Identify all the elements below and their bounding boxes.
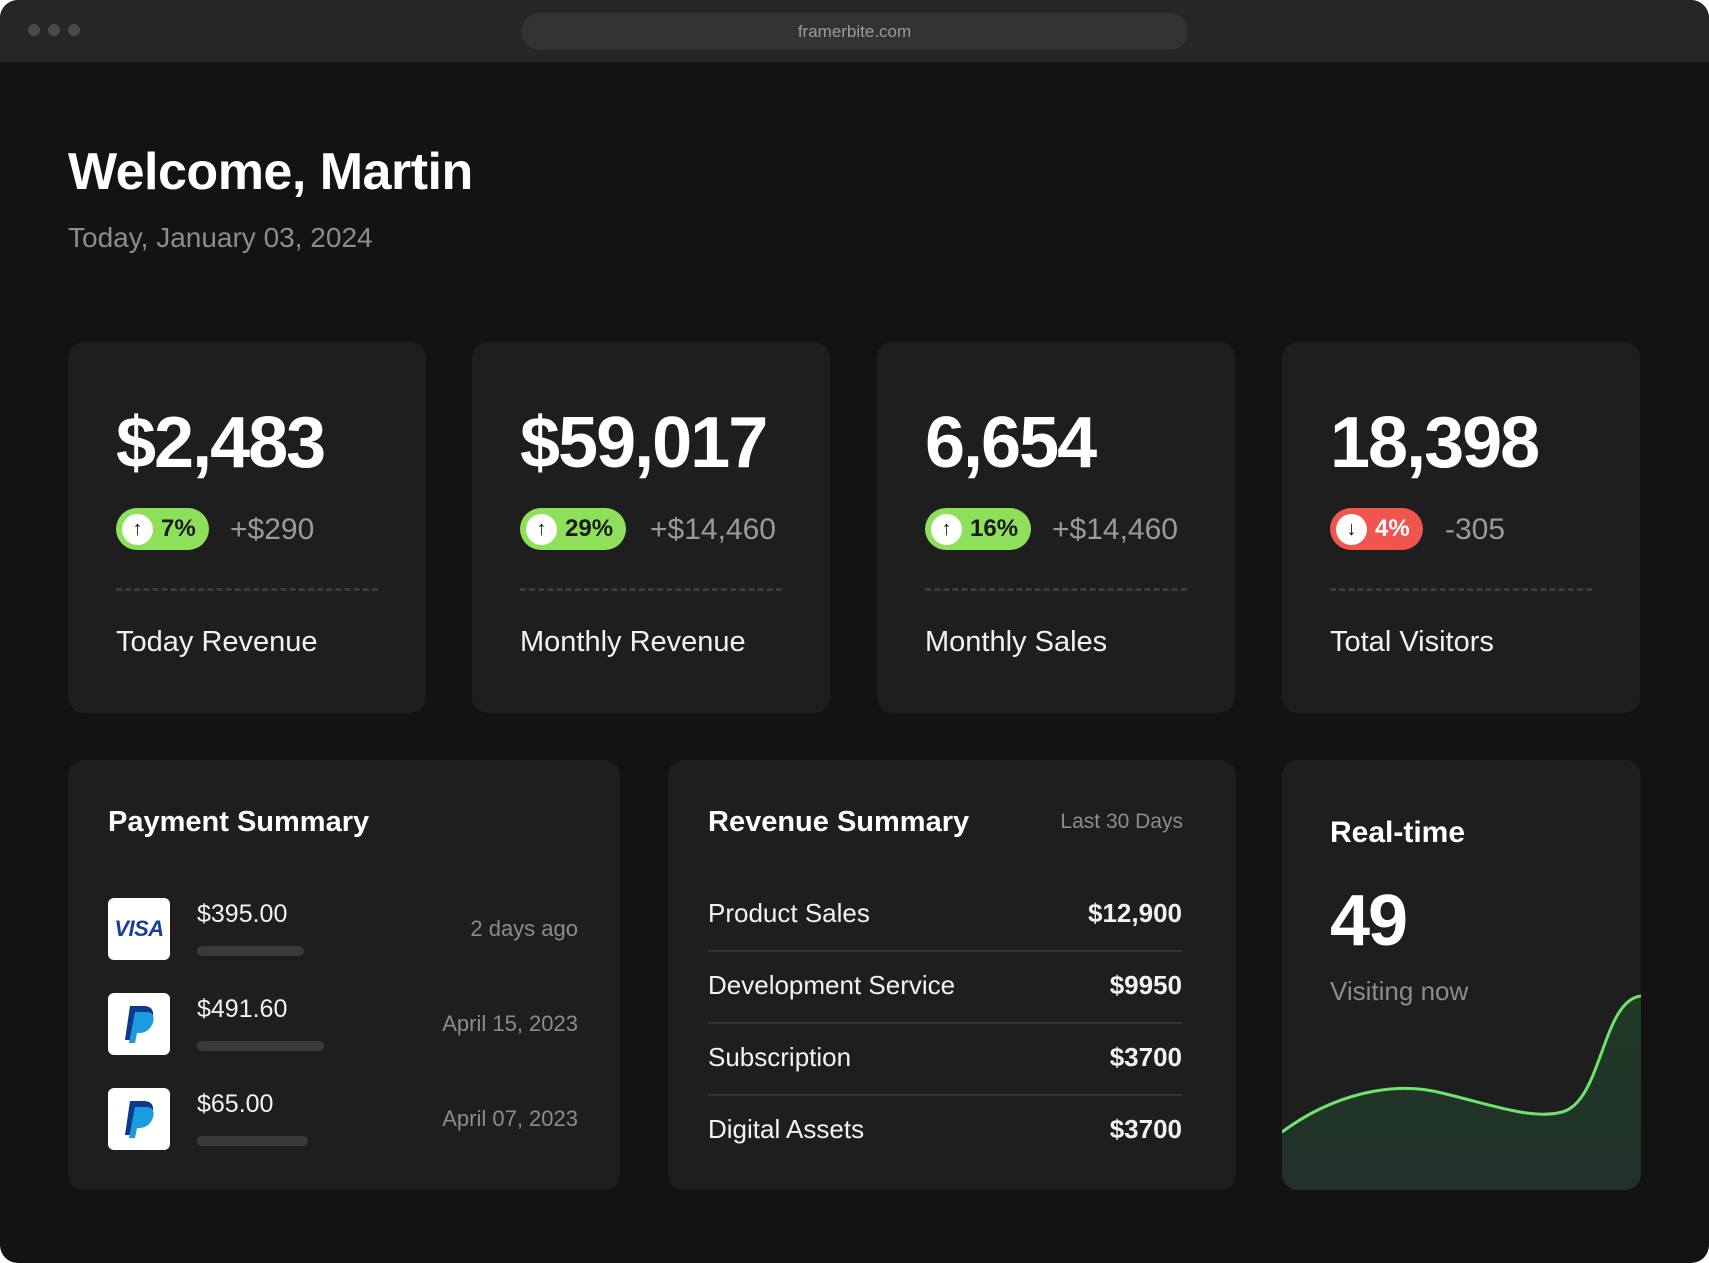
stat-delta: -305 bbox=[1445, 513, 1506, 546]
stat-label: Monthly Revenue bbox=[520, 626, 746, 658]
address-bar[interactable]: framerbite.com bbox=[521, 13, 1188, 50]
realtime-title: Real-time bbox=[1330, 816, 1466, 849]
change-badge: ↑ 16% bbox=[925, 508, 1032, 550]
change-percent: 16% bbox=[970, 515, 1019, 542]
revenue-value: $12,900 bbox=[1088, 898, 1182, 928]
payment-row[interactable]: $491.60 April 15, 2023 bbox=[108, 993, 578, 1057]
change-badge: ↑ 7% bbox=[116, 508, 209, 550]
payment-summary-card: Payment Summary VISA $395.00 2 days ago … bbox=[68, 760, 620, 1190]
revenue-row: Subscription $3700 bbox=[708, 1024, 1182, 1096]
payment-date: April 15, 2023 bbox=[442, 1011, 578, 1036]
payment-row[interactable]: VISA $395.00 2 days ago bbox=[108, 898, 578, 962]
window-close-dot[interactable] bbox=[28, 24, 40, 36]
stat-value: $2,483 bbox=[116, 403, 326, 483]
revenue-name: Development Service bbox=[708, 970, 956, 1000]
panel-title: Revenue Summary bbox=[708, 806, 970, 838]
change-percent: 29% bbox=[565, 515, 614, 542]
stat-label: Total Visitors bbox=[1330, 626, 1494, 658]
revenue-name: Product Sales bbox=[708, 898, 870, 928]
page-date: Today, January 03, 2024 bbox=[68, 222, 373, 253]
stat-card-monthly-revenue: $59,017 ↑ 29% +$14,460 Monthly Revenue bbox=[472, 342, 830, 713]
paypal-logo-icon bbox=[108, 1088, 170, 1150]
panel-title: Payment Summary bbox=[108, 806, 370, 838]
payment-date: April 07, 2023 bbox=[442, 1106, 578, 1131]
dashed-divider bbox=[1330, 588, 1592, 591]
revenue-value: $3700 bbox=[1109, 1114, 1182, 1144]
change-badge: ↑ 29% bbox=[520, 508, 627, 550]
period-selector[interactable]: Last 30 Days bbox=[1060, 810, 1183, 833]
arrow-up-icon: ↑ bbox=[526, 513, 557, 545]
revenue-name: Digital Assets bbox=[708, 1114, 865, 1144]
sparkline-line bbox=[1282, 994, 1641, 1134]
sparkline-area bbox=[1282, 996, 1641, 1190]
window-minimize-dot[interactable] bbox=[48, 24, 60, 36]
dashed-divider bbox=[520, 588, 782, 591]
revenue-row: Development Service $9950 bbox=[708, 952, 1182, 1024]
payment-row[interactable]: $65.00 April 07, 2023 bbox=[108, 1088, 578, 1152]
browser-titlebar: framerbite.com bbox=[0, 0, 1709, 62]
visitors-sparkline bbox=[1282, 994, 1641, 1190]
payment-progress-bar bbox=[197, 1041, 324, 1051]
stat-delta: +$14,460 bbox=[650, 513, 776, 546]
stat-value: 6,654 bbox=[925, 403, 1097, 483]
payment-amount: $395.00 bbox=[197, 900, 288, 928]
payment-progress-bar bbox=[197, 946, 304, 956]
realtime-subtitle: Visiting now bbox=[1330, 976, 1469, 1006]
stat-value: 18,398 bbox=[1330, 403, 1540, 483]
stat-value: $59,017 bbox=[520, 403, 768, 483]
change-badge: ↓ 4% bbox=[1330, 508, 1423, 550]
payment-progress-bar bbox=[197, 1136, 308, 1146]
dashed-divider bbox=[925, 588, 1187, 591]
stat-delta: +$290 bbox=[230, 513, 315, 546]
stat-delta: +$14,460 bbox=[1052, 513, 1178, 546]
window-maximize-dot[interactable] bbox=[68, 24, 80, 36]
payment-date: 2 days ago bbox=[470, 916, 578, 941]
stat-card-monthly-sales: 6,654 ↑ 16% +$14,460 Monthly Sales bbox=[877, 342, 1235, 713]
arrow-up-icon: ↑ bbox=[931, 513, 962, 545]
change-percent: 7% bbox=[161, 515, 196, 542]
realtime-card: Real-time 49 Visiting now bbox=[1282, 760, 1641, 1190]
stat-label: Today Revenue bbox=[116, 626, 318, 658]
stat-card-total-visitors: 18,398 ↓ 4% -305 Total Visitors bbox=[1282, 342, 1640, 713]
arrow-up-icon: ↑ bbox=[122, 513, 153, 545]
revenue-summary-card: Revenue Summary Last 30 Days Product Sal… bbox=[668, 760, 1236, 1190]
revenue-value: $3700 bbox=[1109, 1042, 1182, 1072]
paypal-logo-icon bbox=[108, 993, 170, 1055]
revenue-row: Product Sales $12,900 bbox=[708, 880, 1182, 952]
change-percent: 4% bbox=[1375, 515, 1410, 542]
visa-logo-icon: VISA bbox=[108, 898, 170, 960]
arrow-down-icon: ↓ bbox=[1336, 513, 1367, 545]
page-title: Welcome, Martin bbox=[68, 143, 473, 201]
stat-label: Monthly Sales bbox=[925, 626, 1108, 658]
dashed-divider bbox=[116, 588, 378, 591]
realtime-count: 49 bbox=[1330, 881, 1408, 961]
payment-amount: $65.00 bbox=[197, 1090, 274, 1118]
payment-amount: $491.60 bbox=[197, 995, 288, 1023]
revenue-name: Subscription bbox=[708, 1042, 852, 1072]
stat-card-today-revenue: $2,483 ↑ 7% +$290 Today Revenue bbox=[68, 342, 426, 713]
revenue-value: $9950 bbox=[1109, 970, 1182, 1000]
revenue-row: Digital Assets $3700 bbox=[708, 1096, 1182, 1168]
